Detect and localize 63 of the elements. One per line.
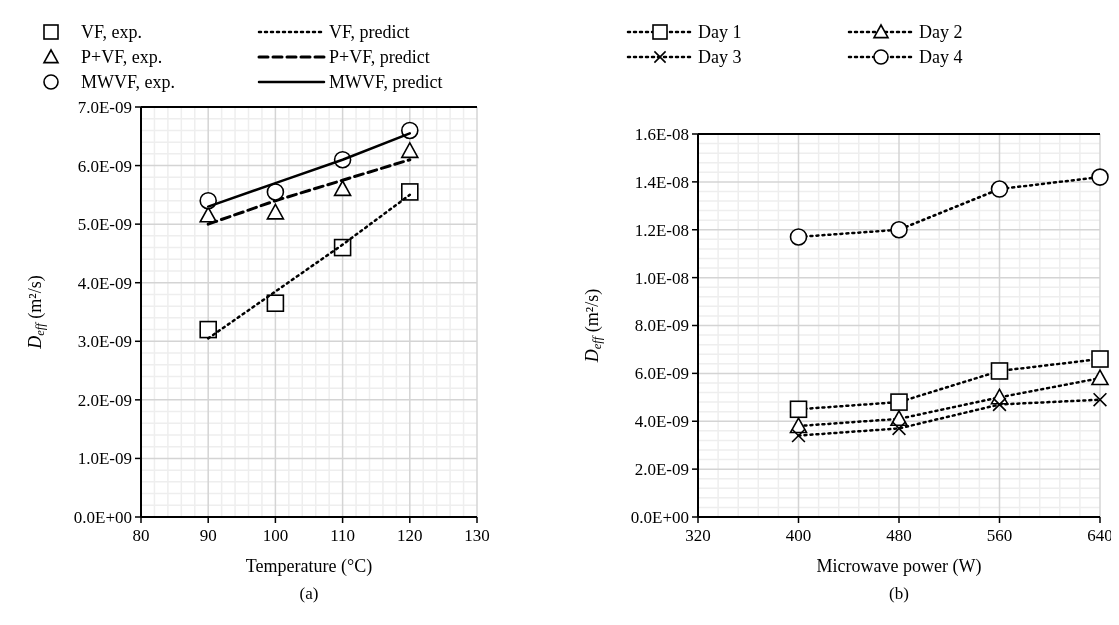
point [1092, 392, 1108, 407]
y-tick-label: 6.0E-09 [77, 156, 132, 176]
point [1091, 369, 1109, 386]
x-tick-label: 120 [397, 526, 423, 545]
text: (a) [299, 584, 319, 603]
point [890, 220, 908, 239]
y-tick-label: 0.0E+00 [630, 507, 689, 527]
point [992, 397, 1007, 412]
y-tick-label: 1.6E-08 [634, 124, 689, 144]
point [199, 320, 217, 339]
x-tick-label: 400 [785, 526, 812, 545]
x-tick-label: 480 [886, 526, 912, 545]
point [401, 121, 419, 140]
point [1091, 350, 1109, 368]
point [789, 228, 808, 246]
y-tick-label: 3.0E-09 [77, 332, 132, 352]
point [990, 362, 1009, 380]
point [266, 183, 285, 201]
point [891, 421, 907, 436]
x-tick-label: 560 [986, 526, 1013, 545]
text: (b) [889, 584, 909, 603]
y-tick-label: 2.0E-09 [634, 460, 689, 480]
x-tick-label: 320 [685, 526, 711, 545]
legend-label: Day 1 [698, 22, 742, 43]
point [791, 428, 806, 443]
legend-label: MWVF, exp. [81, 72, 176, 93]
y-tick-label: 1.0E-09 [77, 449, 132, 469]
point [890, 410, 908, 427]
legend-label: VF, exp. [81, 22, 143, 43]
x-axis-title: Temperature (°C) [245, 556, 373, 577]
legend-label: P+VF, exp. [81, 47, 163, 68]
y-tick-label: 6.0E-09 [634, 364, 689, 384]
point [266, 203, 285, 220]
y-tick-label: 5.0E-09 [77, 215, 132, 235]
legend-label: P+VF, predict [329, 47, 430, 68]
point [333, 180, 352, 197]
point [401, 183, 419, 201]
point [1091, 168, 1109, 186]
legend-label: Day 4 [919, 47, 963, 68]
x-axis-title: Microwave power (W) [816, 556, 982, 577]
point [890, 393, 908, 411]
legend-label: MWVF, predict [329, 72, 443, 93]
x-tick-label: 110 [330, 526, 356, 545]
legend-label: Day 3 [698, 47, 742, 68]
legend-label: Day 2 [919, 22, 963, 43]
y-tick-label: 4.0E-09 [634, 412, 689, 432]
x-tick-label: 90 [199, 526, 217, 545]
point [990, 180, 1009, 198]
y-tick-label: 1.2E-08 [634, 220, 689, 240]
point [789, 400, 808, 419]
y-tick-label: 1.4E-08 [634, 172, 689, 192]
x-tick-label: 130 [464, 526, 490, 545]
y-tick-label: 1.0E-08 [634, 268, 689, 288]
point [401, 142, 419, 159]
y-tick-label: 8.0E-09 [634, 316, 689, 336]
y-tick-label: 7.0E-09 [77, 97, 132, 117]
point [266, 294, 285, 313]
y-tick-label: 0.0E+00 [73, 507, 132, 527]
x-tick-label: 80 [132, 526, 150, 545]
legend-label: VF, predict [329, 22, 410, 43]
x-tick-label: 100 [262, 526, 289, 545]
y-tick-label: 2.0E-09 [77, 390, 132, 410]
y-tick-label: 4.0E-09 [77, 273, 132, 293]
